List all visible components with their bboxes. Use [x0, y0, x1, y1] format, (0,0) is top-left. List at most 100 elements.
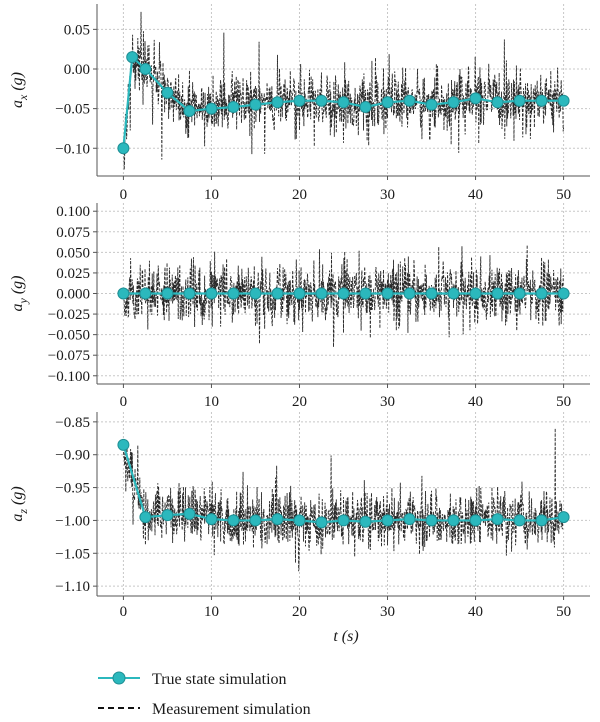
true-state-marker	[315, 287, 328, 300]
true-state-marker	[205, 287, 218, 300]
true-state-marker	[271, 287, 284, 300]
y-axis-label: az (g)	[9, 486, 30, 521]
y-axis-label-unit: (g)	[9, 72, 26, 91]
true-state-marker	[139, 511, 152, 524]
y-tick-label: 0.05	[64, 22, 90, 38]
true-state-marker	[535, 514, 548, 527]
y-tick-label: −0.075	[48, 348, 90, 364]
x-tick-label: 10	[204, 394, 219, 410]
true-state-marker	[447, 287, 460, 300]
y-tick-label: 0.00	[64, 62, 90, 78]
legend-true-state-marker	[112, 671, 126, 685]
true-state-marker	[403, 287, 416, 300]
true-state-marker	[315, 94, 328, 107]
true-state-marker	[337, 514, 350, 527]
true-state-marker	[227, 514, 240, 527]
y-axis-label-subscript: y	[16, 297, 30, 304]
x-tick-label: 40	[468, 604, 483, 620]
true-state-marker	[513, 287, 526, 300]
true-state-marker	[359, 287, 372, 300]
true-state-marker	[359, 515, 372, 528]
x-tick-label: 50	[556, 187, 571, 203]
measurement-simulation-line	[122, 428, 565, 572]
y-tick-label: 0.025	[56, 266, 90, 282]
true-state-marker	[183, 507, 196, 520]
true-state-marker	[337, 96, 350, 109]
x-tick-label: 20	[292, 187, 307, 203]
y-tick-label: −0.95	[55, 481, 90, 497]
y-tick-label: −0.90	[55, 448, 90, 464]
y-tick-label: 0.100	[56, 204, 90, 220]
y-axis-label-symbol: a	[9, 303, 26, 311]
true-state-marker	[161, 287, 174, 300]
x-tick-label: 0	[120, 394, 128, 410]
true-state-marker	[271, 96, 284, 109]
true-state-marker	[227, 287, 240, 300]
true-state-marker	[469, 287, 482, 300]
true-state-marker	[249, 514, 262, 527]
true-state-marker	[425, 514, 438, 527]
true-state-marker	[183, 287, 196, 300]
x-axis-label-unit: (s)	[342, 628, 359, 645]
true-state-marker	[271, 513, 284, 526]
x-tick-label: 10	[204, 187, 219, 203]
legend-measurement-label: Measurement simulation	[152, 701, 311, 718]
true-state-marker	[403, 94, 416, 107]
y-tick-label: 0.000	[56, 287, 90, 303]
x-tick-label: 40	[468, 394, 483, 410]
y-tick-label: −0.100	[48, 369, 90, 385]
true-state-marker	[469, 92, 482, 105]
true-state-marker	[469, 514, 482, 527]
y-tick-label: −1.10	[55, 579, 90, 595]
y-tick-label: −0.050	[48, 328, 90, 344]
y-axis-label-subscript: z	[16, 509, 30, 515]
x-tick-label: 30	[380, 394, 395, 410]
true-state-marker	[557, 94, 570, 107]
measurement-simulation-line	[122, 11, 565, 170]
y-axis-label-subscript: x	[16, 94, 30, 101]
true-state-marker	[117, 438, 130, 451]
true-state-marker	[117, 287, 130, 300]
y-tick-label: −0.05	[55, 102, 90, 118]
x-tick-label: 30	[380, 604, 395, 620]
true-state-marker	[161, 86, 174, 99]
x-tick-label: 0	[120, 604, 128, 620]
y-tick-label: −1.00	[55, 513, 90, 529]
y-axis-label-unit: (g)	[9, 486, 26, 505]
y-axis-label-symbol: a	[9, 514, 26, 522]
y-tick-label: −0.025	[48, 307, 90, 323]
true-state-marker	[126, 51, 139, 64]
true-state-marker	[425, 98, 438, 111]
true-state-marker	[205, 102, 218, 115]
true-state-marker	[249, 98, 262, 111]
true-state-marker	[381, 514, 394, 527]
chart-panel-3: 0 10 20 30 40 50 −0.85 −0.90 −0.95 −1.00 −1.05 −1.1…	[9, 412, 590, 620]
true-state-marker	[491, 96, 504, 109]
true-state-marker	[139, 287, 152, 300]
legend: True state simulation Measurement simula…	[98, 671, 311, 718]
true-state-marker	[513, 514, 526, 527]
true-state-marker	[293, 514, 306, 527]
true-state-marker	[491, 287, 504, 300]
true-state-marker	[139, 62, 152, 75]
x-tick-label: 30	[380, 187, 395, 203]
true-state-marker	[381, 96, 394, 109]
chart-panel-2: 0 10 20 30 40 50 0.100 0.075 0.050 0.025 0.000 −0.0…	[9, 203, 590, 410]
chart-panels: 0 10 20 30 40 50 0.05 0.00 −0.05 −0.10 a x (g) 0 10 20 3…	[9, 4, 590, 620]
y-axis-label: ax (g)	[9, 72, 30, 108]
y-tick-label: −0.10	[55, 141, 90, 157]
true-state-marker	[557, 511, 570, 524]
true-state-marker	[557, 287, 570, 300]
true-state-marker	[447, 96, 460, 109]
x-tick-label: 0	[120, 187, 128, 203]
true-state-marker	[535, 287, 548, 300]
chart-panel-1: 0 10 20 30 40 50 0.05 0.00 −0.05 −0.10 ax (g)	[9, 4, 590, 203]
x-tick-label: 20	[292, 394, 307, 410]
x-tick-label: 50	[556, 604, 571, 620]
y-tick-label: −0.85	[55, 415, 90, 431]
x-tick-label: 10	[204, 604, 219, 620]
true-state-marker	[491, 513, 504, 526]
true-state-marker	[249, 287, 262, 300]
true-state-marker	[447, 514, 460, 527]
